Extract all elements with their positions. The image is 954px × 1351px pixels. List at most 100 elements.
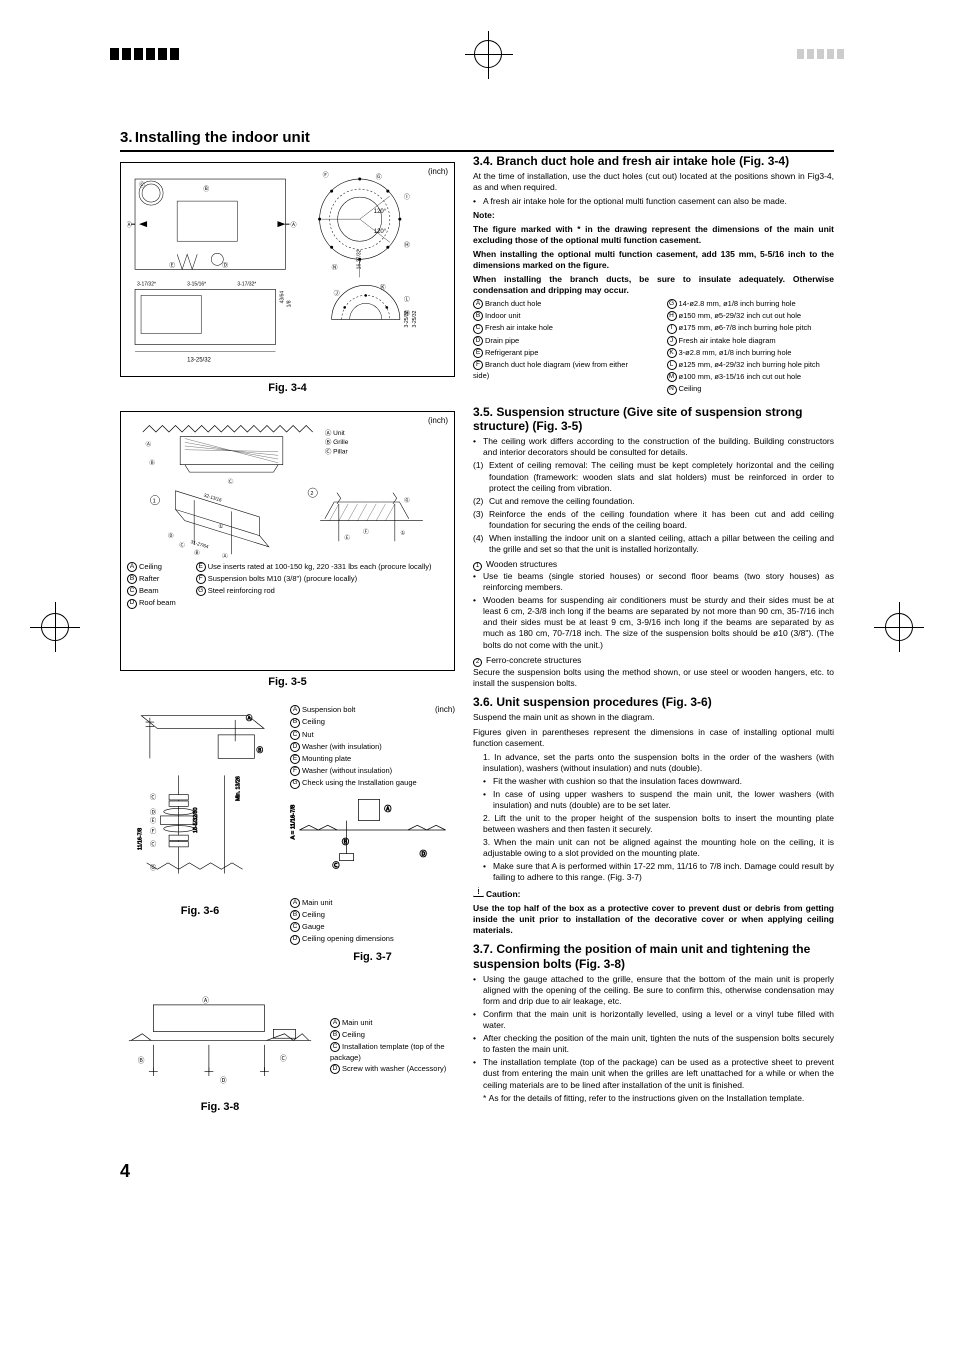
text: Wooden beams for suspending air conditio… — [473, 595, 834, 650]
sec37-title: 3.7. Confirming the position of main uni… — [473, 942, 834, 971]
svg-text:①: ① — [400, 529, 405, 536]
svg-text:Ⓑ: Ⓑ — [149, 458, 155, 466]
figure-3-5: (inch) Ⓐ Ⓑ Ⓒ Ⓐ Unit Ⓑ Grille Ⓒ Pillar — [120, 411, 455, 671]
svg-text:Ⓕ: Ⓕ — [323, 171, 329, 179]
text: The installation template (top of the pa… — [473, 1057, 834, 1090]
svg-text:Ⓑ: Ⓑ — [194, 548, 200, 556]
svg-text:Ⓕ: Ⓕ — [363, 528, 369, 536]
text: A fresh air intake hole for the optional… — [473, 196, 834, 207]
text: Make sure that A is performed within 17-… — [483, 861, 834, 883]
fig-label: Ceiling — [302, 910, 325, 919]
svg-text:Ⓓ: Ⓓ — [222, 261, 228, 269]
svg-text:1: 1 — [153, 498, 156, 504]
key-item: DDrain pipe — [473, 336, 641, 347]
fig-label: Installation template (top of the packag… — [330, 1042, 445, 1062]
fig-label: Ceiling — [139, 562, 162, 571]
svg-text:Ⓕ: Ⓕ — [150, 827, 157, 835]
text: Use the top half of the box as a protect… — [473, 903, 834, 936]
page-number: 4 — [120, 1160, 954, 1183]
svg-text:Ⓑ: Ⓑ — [257, 746, 264, 754]
svg-text:32-13/16: 32-13/16 — [203, 492, 222, 502]
warning-icon — [473, 887, 484, 897]
note-label: Note: — [473, 210, 834, 221]
svg-text:Ⓒ: Ⓒ — [139, 181, 145, 189]
sec35-title: 3.5. Suspension structure (Give site of … — [473, 405, 834, 434]
fig-label: Beam — [139, 586, 159, 595]
key-item: ABranch duct hole — [473, 299, 641, 310]
text: 1. In advance, set the parts onto the su… — [473, 752, 834, 774]
key-item: G14-ø2.8 mm, ø1/8 inch burring hole — [667, 299, 835, 310]
text: Use tie beams (single storied houses) or… — [473, 571, 834, 593]
svg-text:Ⓚ: Ⓚ — [380, 283, 386, 291]
svg-text:Ⓐ Unit: Ⓐ Unit — [325, 429, 345, 437]
svg-text:Ⓐ: Ⓐ — [127, 221, 132, 229]
key-item: Hø150 mm, ø5-29/32 inch cut out hole — [667, 311, 835, 322]
fig-label: Rafter — [139, 574, 159, 583]
figure-3-8: ⒶⒷ ⒸⒹ AMain unit BCeiling CInstallation … — [120, 996, 455, 1096]
register-mark-right — [874, 602, 924, 652]
text: After checking the position of the main … — [473, 1033, 834, 1055]
text: * As for the details of fitting, refer t… — [473, 1093, 834, 1104]
fig-3-6-label: Fig. 3-6 — [120, 904, 280, 918]
text: (2)Cut and remove the ceiling foundation… — [473, 496, 834, 507]
svg-text:Ⓗ: Ⓗ — [404, 241, 410, 249]
svg-text:Ⓐ: Ⓐ — [291, 221, 297, 229]
text: 2. Lift the unit to the proper height of… — [473, 813, 834, 835]
svg-text:Ⓝ: Ⓝ — [332, 263, 338, 271]
fig-label: Steel reinforcing rod — [208, 586, 275, 595]
key-table: ABranch duct holeBIndoor unitCFresh air … — [473, 299, 834, 397]
register-mark-top — [474, 40, 502, 68]
key-item: K3-ø2.8 mm, ø1/8 inch burring hole — [667, 348, 835, 359]
svg-text:Ⓙ: Ⓙ — [334, 289, 340, 297]
unit-label: (inch) — [428, 416, 448, 426]
svg-text:Ⓓ: Ⓓ — [150, 808, 157, 816]
fig-label: Mounting plate — [302, 754, 351, 763]
fig-3-7-label: Fig. 3-7 — [290, 950, 455, 964]
page: 3. Installing the indoor unit (inch) Ⓒ Ⓑ… — [0, 0, 954, 1204]
text: Secure the suspension bolts using the me… — [473, 667, 834, 689]
fig-label: Main unit — [302, 898, 332, 907]
key-item: FBranch duct hole diagram (view from eit… — [473, 360, 641, 381]
svg-text:Ⓒ: Ⓒ — [150, 840, 157, 848]
svg-text:Ⓒ: Ⓒ — [228, 477, 234, 485]
svg-text:3-17/32*: 3-17/32* — [237, 281, 256, 287]
key-item: Mø100 mm, ø3-15/16 inch cut out hole — [667, 372, 835, 383]
key-item: Lø125 mm, ø4-29/32 inch burring hole pit… — [667, 360, 835, 371]
fig-label: Washer (without insulation) — [302, 766, 392, 775]
svg-text:Ⓘ: Ⓘ — [404, 193, 410, 201]
text: Figures given in parentheses represent t… — [473, 727, 834, 749]
circle-1: 1 — [473, 562, 482, 571]
svg-text:Ⓐ: Ⓐ — [246, 714, 253, 722]
svg-text:Ⓑ: Ⓑ — [138, 1056, 145, 1064]
svg-text:3-15/16*: 3-15/16* — [187, 281, 206, 287]
svg-text:Ⓔ: Ⓔ — [150, 816, 157, 824]
svg-text:Ⓐ: Ⓐ — [222, 552, 228, 558]
fig-label: Use inserts rated at 100-150 kg, 220 -33… — [208, 562, 432, 571]
svg-text:120°: 120° — [374, 209, 387, 215]
figure-3-4: (inch) Ⓒ Ⓑ Ⓐ Ⓐ Ⓔ Ⓓ — [120, 162, 455, 377]
fig-label: Gauge — [302, 922, 325, 931]
key-item: CFresh air intake hole — [473, 323, 641, 334]
svg-text:31-27/64: 31-27/64 — [190, 539, 209, 549]
svg-text:Ⓐ: Ⓐ — [384, 805, 391, 813]
text: Confirm that the main unit is horizontal… — [473, 1009, 834, 1031]
svg-text:13-25/32: 13-25/32 — [187, 357, 211, 363]
text: (4)When installing the indoor unit on a … — [473, 533, 834, 555]
svg-text:Ⓔ: Ⓔ — [344, 533, 350, 541]
svg-text:Ⓒ: Ⓒ — [150, 793, 157, 801]
svg-text:Ⓔ: Ⓔ — [169, 261, 175, 269]
text: Using the gauge attached to the grille, … — [473, 974, 834, 1007]
svg-text:Ⓒ: Ⓒ — [280, 1054, 287, 1062]
text: The figure marked with * in the drawing … — [473, 224, 834, 246]
text: At the time of installation, use the duc… — [473, 171, 834, 193]
fig-3-4-label: Fig. 3-4 — [120, 381, 455, 395]
text: Suspend the main unit as shown in the di… — [473, 712, 834, 723]
svg-text:16-27/32: 16-27/32 — [357, 249, 363, 269]
key-item: BIndoor unit — [473, 311, 641, 322]
register-mark-left — [30, 602, 80, 652]
svg-text:①: ① — [218, 523, 223, 530]
svg-text:Ⓖ: Ⓖ — [150, 863, 157, 871]
fig-label: Nut — [302, 730, 314, 739]
svg-text:Ⓑ: Ⓑ — [203, 185, 209, 193]
unit-label: (inch) — [428, 167, 448, 177]
